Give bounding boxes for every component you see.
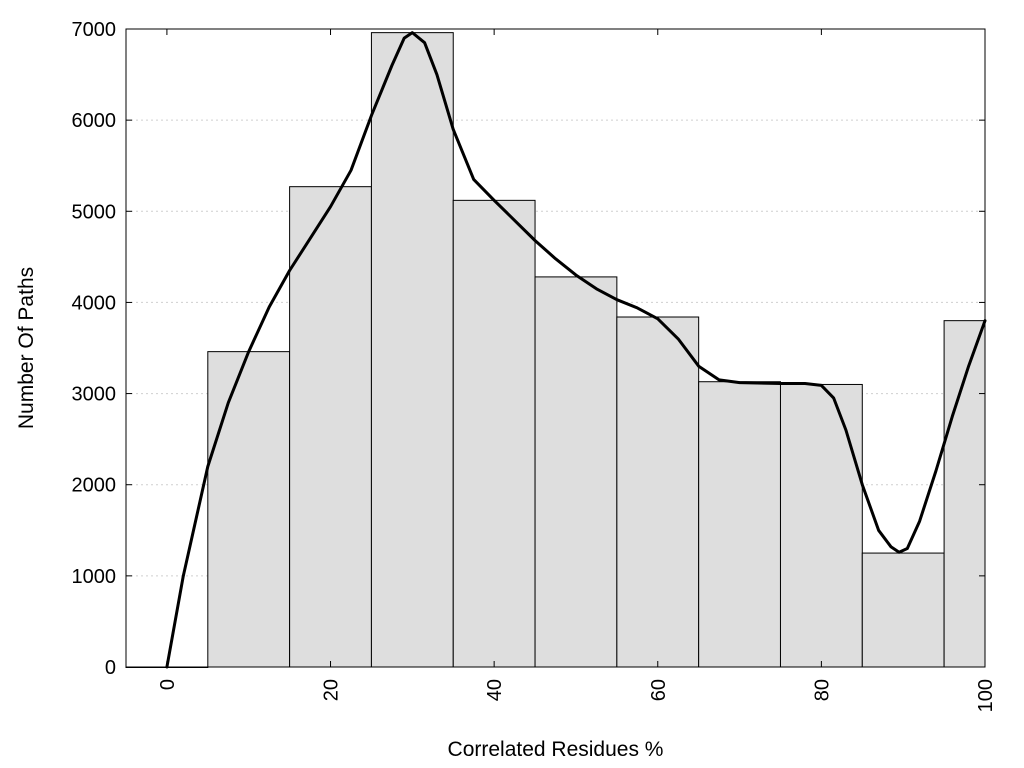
x-tick-label: 100 [975, 679, 997, 712]
y-tick-label: 3000 [72, 384, 117, 406]
x-tick-label: 80 [811, 679, 833, 701]
x-tick-label: 40 [484, 679, 506, 701]
y-tick-label: 7000 [72, 19, 117, 41]
axis-ticks: 0 1000 2000 3000 4000 5000 6000 7000 0 20 40 60 80 10… [72, 19, 998, 712]
density-curve [165, 31, 987, 669]
bar [861, 552, 945, 668]
y-axis-label: Number Of Paths [15, 267, 38, 429]
y-tick-label: 6000 [72, 110, 117, 132]
x-tick-label: 0 [157, 679, 179, 690]
y-tick-label: 4000 [72, 292, 117, 314]
bar [779, 383, 863, 668]
y-tick-label: 2000 [72, 475, 117, 497]
bar [534, 276, 618, 668]
bar [452, 199, 536, 668]
bars [125, 32, 986, 668]
bar [289, 186, 372, 668]
bar [698, 381, 781, 668]
plot-frame [125, 28, 986, 668]
y-tick-label: 1000 [72, 566, 117, 588]
y-tick-label: 0 [105, 657, 116, 679]
bar [207, 351, 291, 668]
x-tick-label: 60 [648, 679, 670, 701]
x-axis-label: Correlated Residues % [448, 738, 664, 761]
bar [616, 316, 700, 668]
x-tick-label: 20 [321, 679, 343, 701]
bar [943, 320, 986, 668]
bar [370, 32, 454, 668]
y-tick-label: 5000 [72, 201, 117, 223]
